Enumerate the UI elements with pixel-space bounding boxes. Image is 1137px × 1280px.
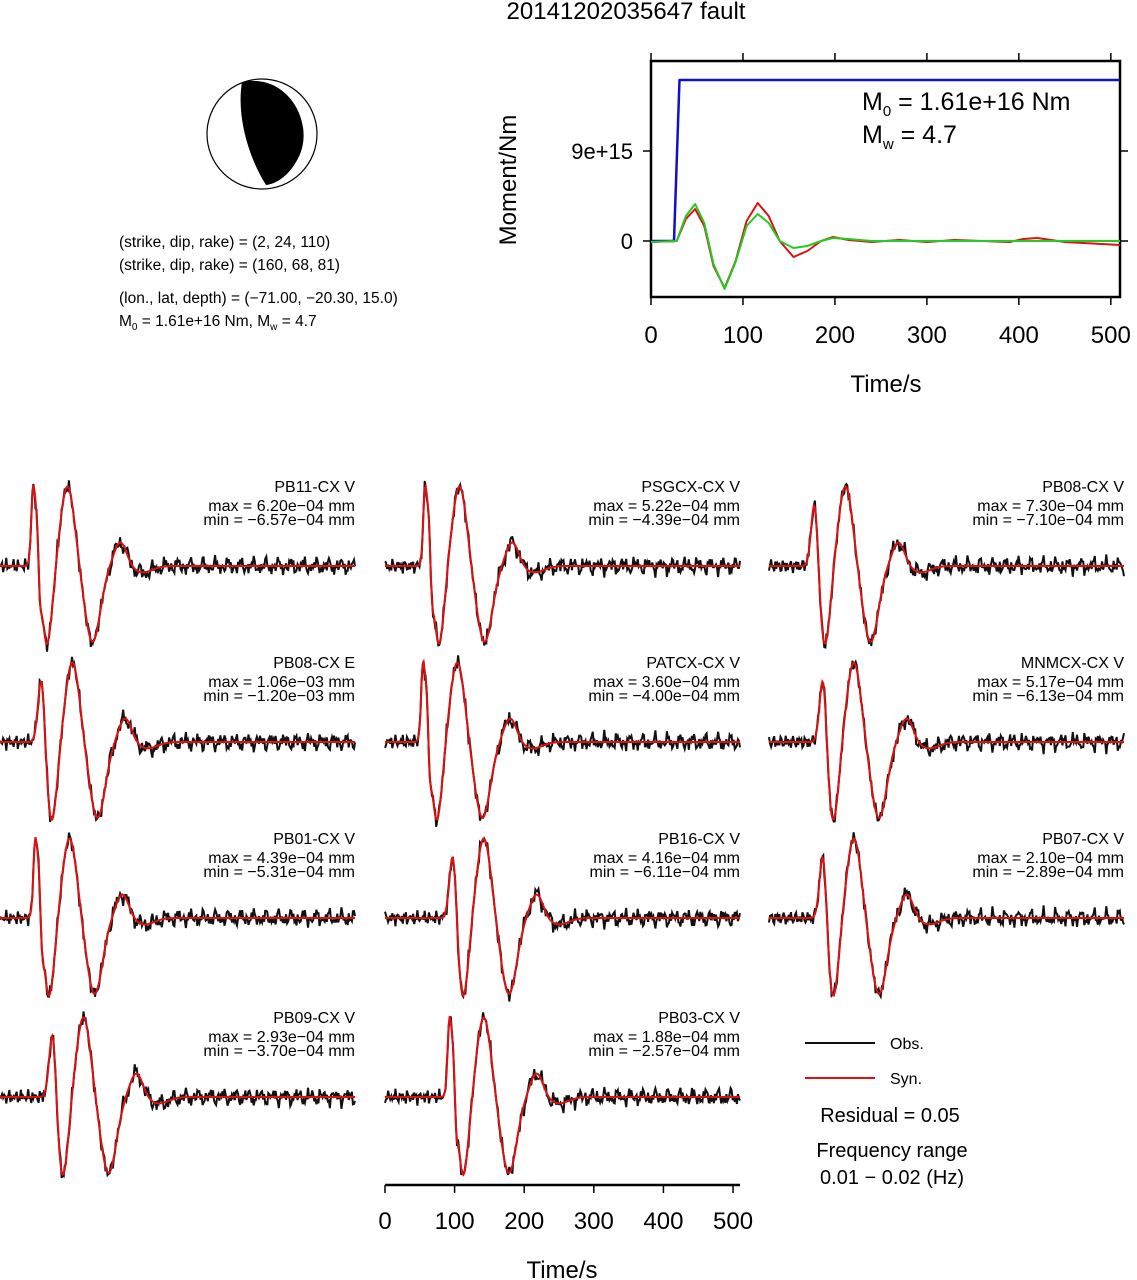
moment-annotation-mw: Mw = 4.7	[862, 121, 957, 153]
moment-series	[650, 78, 1121, 290]
station-min: min = −6.13e−04 mm	[972, 688, 1124, 705]
station-name: PB09-CX V	[273, 1010, 355, 1027]
moment-rate-red-line	[650, 202, 1121, 289]
station-max: max = 4.16e−04 mm	[593, 850, 740, 867]
station-max: max = 6.20e−04 mm	[208, 498, 355, 515]
station-min: min = −6.11e−04 mm	[590, 864, 740, 881]
station-min: min = −4.39e−04 mm	[588, 512, 740, 529]
moment-chart: 0 9e+15 0 100 200 300 400 500 Moment/Nm Time/s…	[495, 53, 1131, 398]
station-max: max = 1.06e−03 mm	[208, 674, 355, 691]
station-name: MNMCX-CX V	[1021, 655, 1124, 672]
mechanism-line-1: (strike, dip, rake) = (2, 24, 110)	[119, 234, 330, 251]
station-name: PB03-CX V	[658, 1010, 740, 1027]
moment-x-label: Time/s	[850, 371, 921, 398]
moment-annotation-m0: M0 = 1.61e+16 Nm	[862, 88, 1070, 120]
station-name: PB08-CX E	[273, 655, 355, 672]
station-max: max = 2.10e−04 mm	[977, 850, 1124, 867]
moment-x-tick-label: 500	[1091, 322, 1131, 349]
moment-x-tick-label: 200	[815, 322, 855, 349]
station-max: max = 5.17e−04 mm	[977, 674, 1124, 691]
synthetic-trace	[385, 837, 740, 998]
moment-x-tick-label: 400	[999, 322, 1039, 349]
station-name: PATCX-CX V	[646, 655, 740, 672]
station-max: max = 3.60e−04 mm	[593, 674, 740, 691]
station-max: max = 2.93e−04 mm	[208, 1029, 355, 1046]
station-min: min = −1.20e−03 mm	[203, 688, 355, 705]
waveform-time-axis: Time/s 0 100 200 300 400 500	[378, 1183, 753, 1280]
residual-text: Residual = 0.05	[820, 1105, 960, 1127]
figure-title: 20141202035647 fault	[507, 0, 746, 25]
moment-rate-green-line	[650, 203, 1120, 290]
synthetic-trace	[769, 837, 1124, 997]
station-min: min = −5.31e−04 mm	[203, 864, 355, 881]
synthetic-trace	[0, 836, 355, 998]
synthetic-trace	[769, 661, 1124, 821]
station-min: min = −4.00e−04 mm	[588, 688, 740, 705]
synthetic-trace	[769, 485, 1124, 645]
moment-y-axis: 0 9e+15	[571, 139, 1128, 254]
waveform-x-tick-label: 0	[378, 1208, 391, 1235]
station-max: max = 5.22e−04 mm	[593, 498, 740, 515]
station-max: max = 1.88e−04 mm	[593, 1029, 740, 1046]
station-name: PB16-CX V	[658, 831, 740, 848]
station-name: PB01-CX V	[273, 831, 355, 848]
moment-chart-frame	[649, 59, 1122, 299]
station-name: PSGCX-CX V	[641, 479, 740, 496]
moment-x-tick-label: 0	[644, 322, 657, 349]
frequency-title: Frequency range	[816, 1140, 967, 1162]
synthetic-trace	[385, 1015, 740, 1177]
station-name: PB07-CX V	[1042, 831, 1124, 848]
legend: Obs. Syn.	[805, 1036, 924, 1088]
moment-y-label: Moment/Nm	[495, 115, 522, 246]
legend-obs-label: Obs.	[890, 1036, 924, 1053]
synthetic-trace	[0, 484, 355, 646]
station-min: min = −2.57e−04 mm	[588, 1043, 740, 1060]
synthetic-trace	[0, 661, 355, 821]
moment-magnitude-line: M0 = 1.61e+16 Nm, Mw = 4.7	[119, 313, 317, 333]
legend-syn-label: Syn.	[890, 1071, 922, 1088]
waveform-x-tick-label: 100	[435, 1208, 475, 1235]
beachball-icon	[206, 78, 318, 190]
waveform-x-tick-label: 200	[504, 1208, 544, 1235]
synthetic-trace	[385, 658, 740, 821]
waveform-x-tick-label: 500	[713, 1208, 753, 1235]
synthetic-trace	[0, 1016, 355, 1177]
moment-x-tick-label: 300	[907, 322, 947, 349]
station-min: min = −7.10e−04 mm	[972, 512, 1124, 529]
moment-y-tick-label: 0	[621, 229, 633, 254]
station-name: PB08-CX V	[1042, 479, 1124, 496]
station-min: min = −6.57e−04 mm	[203, 512, 355, 529]
waveform-x-tick-label: 400	[643, 1208, 683, 1235]
moment-y-tick-label: 9e+15	[571, 139, 633, 164]
waveform-x-label: Time/s	[526, 1257, 597, 1280]
mechanism-info: (strike, dip, rake) = (2, 24, 110) (stri…	[119, 234, 398, 333]
waveform-x-tick-label: 300	[574, 1208, 614, 1235]
location-line: (lon., lat, depth) = (−71.00, −20.30, 15…	[119, 290, 398, 307]
moment-x-axis: 0 100 200 300 400 500	[644, 53, 1131, 349]
station-name: PB11-CX V	[274, 479, 355, 496]
synthetic-trace	[385, 482, 740, 645]
station-min: min = −3.70e−04 mm	[203, 1043, 355, 1060]
moment-x-tick-label: 100	[723, 322, 763, 349]
station-max: max = 4.39e−04 mm	[208, 850, 355, 867]
station-max: max = 7.30e−04 mm	[977, 498, 1124, 515]
mechanism-line-2: (strike, dip, rake) = (160, 68, 81)	[119, 257, 340, 274]
station-min: min = −2.89e−04 mm	[972, 864, 1124, 881]
frequency-value: 0.01 − 0.02 (Hz)	[820, 1167, 964, 1189]
